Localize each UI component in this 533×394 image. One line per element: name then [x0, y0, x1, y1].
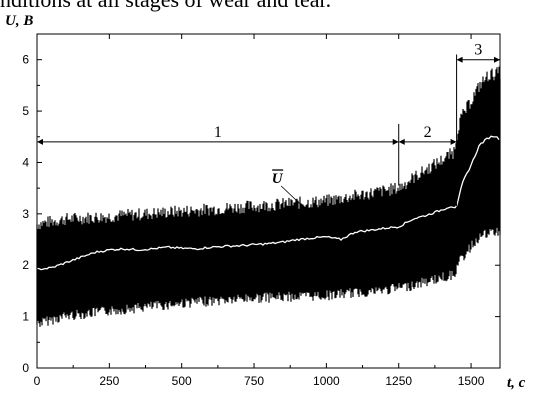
x-tick-label: 1250 [385, 374, 412, 388]
y-tick-label: 4 [22, 155, 29, 169]
x-tick-label: 250 [99, 374, 119, 388]
plot-frame [36, 33, 501, 369]
x-axis-label: t, c [507, 375, 526, 391]
region-arrowhead-right [494, 56, 500, 63]
region-arrowhead-right [450, 138, 457, 145]
y-tick-label: 0 [22, 361, 29, 375]
x-tick-label: 500 [172, 374, 192, 388]
y-tick-label: 2 [22, 258, 29, 272]
mean-label: U [272, 171, 284, 187]
region-arrowhead-left [37, 138, 43, 145]
region-label-2: 2 [424, 124, 432, 141]
figure-caption-fragment: nditions at all stages of wear and tear. [0, 0, 533, 17]
y-tick-label: 1 [22, 310, 29, 324]
y-tick-label: 3 [22, 207, 29, 221]
mean-voltage-line [36, 135, 500, 271]
region-arrowhead-left [456, 56, 463, 63]
region-label-3: 3 [474, 42, 482, 59]
y-tick-label: 5 [22, 104, 29, 118]
mean-label-pointer [280, 185, 336, 238]
region-arrowhead-right [392, 138, 399, 145]
x-tick-label: 1500 [458, 374, 485, 388]
x-tick-label: 0 [34, 374, 41, 388]
signal-band [36, 66, 501, 327]
region-label-1: 1 [214, 124, 222, 141]
y-axis-label: U, B [5, 13, 33, 29]
x-tick-label: 1000 [313, 374, 340, 388]
x-tick-label: 750 [244, 374, 264, 388]
region-arrowhead-left [398, 138, 405, 145]
y-tick-label: 6 [22, 53, 29, 67]
